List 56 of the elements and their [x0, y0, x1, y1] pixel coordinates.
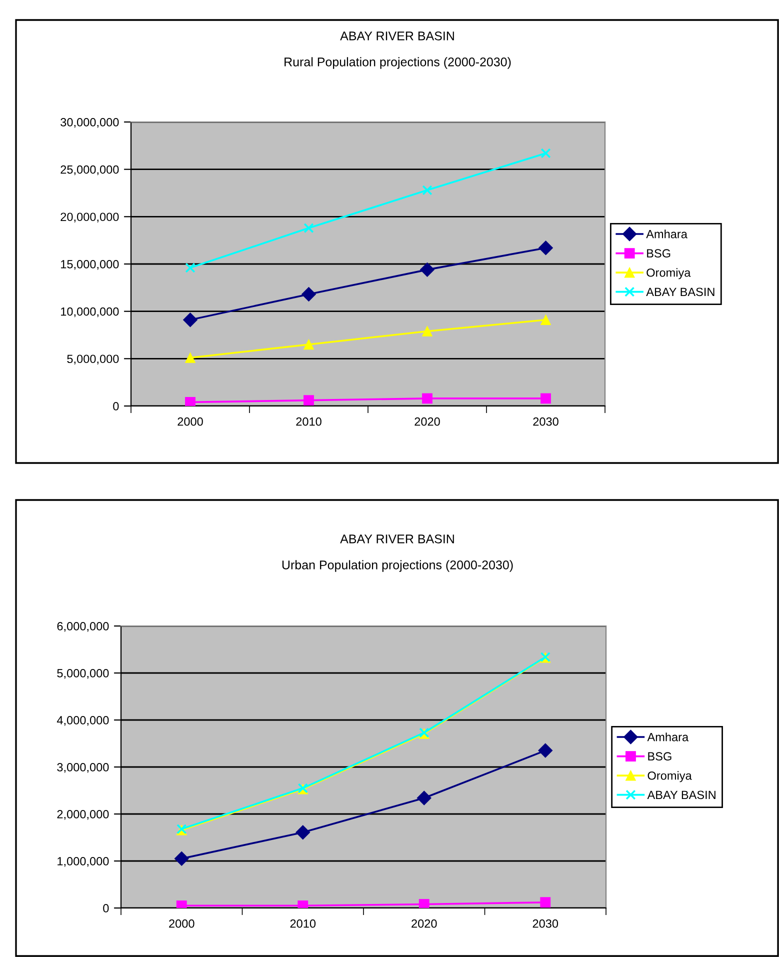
x-tick-label: 2000	[169, 919, 194, 928]
x-tick-label: 2020	[414, 417, 440, 426]
point	[185, 397, 196, 406]
chart-subtitle: Rural Population projections (2000-2030)	[284, 57, 511, 69]
point	[420, 262, 434, 277]
y-tick-label: 3,000,000	[57, 763, 109, 773]
x-tick-label: 2020	[412, 919, 437, 928]
point	[296, 825, 310, 840]
legend-label: Amhara	[647, 732, 689, 742]
point	[538, 743, 553, 758]
point	[304, 339, 314, 350]
y-tick-label: 5,000,000	[57, 669, 109, 679]
x-tick-label: 2000	[178, 417, 203, 426]
chart-subtitle: Urban Population projections (2000-2030)	[282, 560, 513, 572]
legend-label: BSG	[647, 249, 670, 258]
point	[422, 185, 432, 196]
y-tick-label: 6,000,000	[57, 622, 109, 632]
point	[174, 851, 189, 866]
legend-label: BSG	[648, 752, 672, 761]
point	[540, 393, 551, 404]
y-tick-label: 5,000,000	[67, 354, 119, 364]
point	[422, 393, 432, 404]
point	[540, 148, 551, 158]
y-tick-label: 15,000,000	[61, 260, 119, 270]
point	[540, 897, 551, 908]
y-tick-label: 2,000,000	[57, 810, 109, 820]
chart-title: ABAY RIVER BASIN	[340, 534, 454, 544]
y-tick-label: 0	[113, 402, 119, 410]
point	[304, 222, 314, 234]
y-tick-label: 1,000,000	[58, 857, 109, 867]
y-tick-label: 10,000,000	[61, 307, 119, 318]
x-tick-label: 2010	[296, 417, 322, 426]
y-tick-label: 0	[103, 904, 109, 912]
point	[185, 352, 196, 363]
point	[183, 312, 198, 328]
point	[538, 240, 553, 256]
legend-label: Oromiya	[648, 771, 692, 782]
legend-label: ABAY BASIN	[647, 790, 716, 800]
point	[185, 262, 196, 273]
y-tick-label: 30,000,000	[60, 118, 119, 128]
point	[422, 326, 432, 336]
point	[302, 287, 316, 302]
chart-title: ABAY RIVER BASIN	[340, 32, 454, 40]
point	[418, 899, 430, 908]
x-tick-label: 2030	[533, 417, 558, 426]
point	[416, 790, 432, 806]
point	[304, 395, 314, 406]
x-tick-label: 2030	[532, 919, 558, 928]
y-tick-label: 20,000,000	[60, 212, 119, 222]
legend-label: Oromiya	[646, 268, 691, 280]
point	[540, 314, 551, 326]
y-tick-label: 25,000,000	[60, 165, 119, 176]
x-tick-label: 2010	[290, 919, 316, 928]
y-tick-label: 4,000,000	[56, 716, 109, 726]
legend-label: Amhara	[646, 230, 688, 238]
legend-label: ABAY BASIN	[646, 288, 714, 296]
